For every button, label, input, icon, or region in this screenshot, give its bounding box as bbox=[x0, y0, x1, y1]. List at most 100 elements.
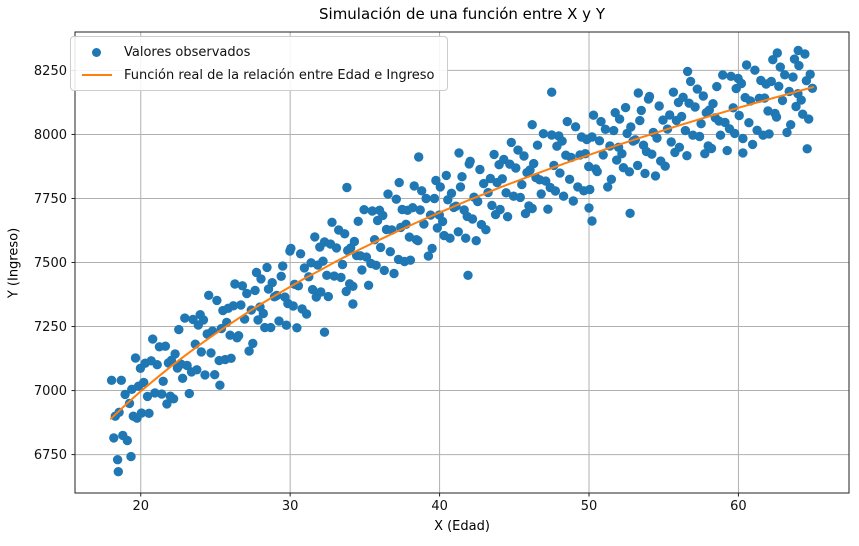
scatter-point bbox=[782, 127, 792, 138]
scatter-point bbox=[481, 225, 491, 235]
scatter-point bbox=[349, 236, 360, 247]
scatter-point bbox=[796, 95, 806, 105]
scatter-point bbox=[278, 261, 288, 271]
scatter-point bbox=[184, 388, 194, 399]
scatter-point bbox=[712, 81, 722, 92]
scatter-point bbox=[529, 158, 539, 169]
scatter-point bbox=[414, 152, 424, 162]
scatter-point bbox=[617, 149, 627, 159]
scatter-point bbox=[612, 155, 622, 165]
scatter-point bbox=[432, 223, 442, 233]
legend-item-observed: Valores observados bbox=[80, 42, 435, 62]
scatter-point bbox=[250, 285, 260, 296]
scatter-point bbox=[417, 186, 427, 196]
scatter-point bbox=[632, 160, 643, 171]
scatter-point bbox=[180, 313, 190, 323]
scatter-point bbox=[665, 110, 675, 120]
scatter-point bbox=[427, 243, 437, 254]
scatter-point bbox=[454, 148, 464, 158]
scatter-point bbox=[310, 232, 320, 242]
scatter-point bbox=[614, 114, 625, 124]
scatter-point bbox=[700, 149, 710, 159]
scatter-point bbox=[408, 203, 418, 213]
scatter-point bbox=[497, 174, 507, 184]
scatter-point bbox=[736, 78, 747, 89]
scatter-point bbox=[429, 193, 440, 204]
scatter-point bbox=[585, 184, 595, 195]
scatter-point bbox=[158, 376, 168, 386]
scatter-point bbox=[348, 281, 358, 291]
scatter-point bbox=[734, 110, 744, 121]
scatter-point bbox=[788, 72, 798, 82]
scatter-point bbox=[596, 116, 606, 127]
scatter-point bbox=[750, 65, 760, 75]
scatter-point bbox=[126, 451, 136, 462]
scatter-point bbox=[547, 87, 557, 97]
scatter-point bbox=[654, 101, 664, 111]
scatter-point bbox=[744, 118, 754, 128]
scatter-point bbox=[625, 208, 635, 218]
y-tick-label: 8000 bbox=[34, 128, 67, 143]
scatter-point bbox=[802, 144, 812, 154]
scatter-point bbox=[244, 346, 254, 356]
scatter-point bbox=[342, 182, 352, 193]
scatter-point bbox=[747, 139, 758, 150]
scatter-point bbox=[520, 208, 531, 219]
scatter-point bbox=[506, 137, 516, 148]
scatter-point bbox=[722, 145, 732, 156]
scatter-point bbox=[157, 389, 167, 399]
scatter-point bbox=[242, 288, 252, 299]
scatter-point bbox=[793, 45, 803, 56]
function-line bbox=[109, 86, 815, 420]
scatter-point bbox=[226, 353, 236, 363]
scatter-point bbox=[258, 308, 268, 319]
scatter-point bbox=[113, 467, 124, 477]
scatter-point bbox=[409, 181, 419, 191]
scatter-point bbox=[584, 203, 594, 213]
y-tick-label: 7750 bbox=[34, 192, 67, 207]
scatter-point bbox=[487, 200, 497, 211]
scatter-point bbox=[489, 149, 499, 160]
scatter-point bbox=[437, 216, 448, 227]
scatter-point bbox=[475, 164, 485, 175]
chart-title: Simulación de una función entre X y Y bbox=[319, 5, 605, 23]
scatter-point bbox=[348, 299, 358, 309]
scatter-point bbox=[124, 398, 135, 409]
scatter-point bbox=[385, 247, 395, 257]
scatter-point bbox=[658, 115, 668, 125]
scatter-point bbox=[598, 150, 608, 160]
scatter-point bbox=[777, 95, 788, 106]
scatter-point bbox=[453, 227, 463, 237]
scatter-point bbox=[228, 301, 239, 311]
scatter-point bbox=[660, 161, 670, 171]
y-tick-label: 8250 bbox=[34, 64, 67, 79]
scatter-point bbox=[322, 270, 332, 280]
line-marker-icon bbox=[80, 73, 113, 77]
scatter-point bbox=[515, 192, 525, 203]
scatter-point bbox=[336, 272, 346, 283]
scatter-point bbox=[353, 216, 363, 226]
scatter-point bbox=[371, 260, 381, 270]
scatter-point bbox=[256, 274, 266, 284]
scatter-point bbox=[419, 219, 429, 229]
scatter-point bbox=[603, 182, 613, 192]
scatter-point bbox=[160, 341, 171, 351]
x-tick-label: 40 bbox=[431, 499, 448, 514]
scatter-point bbox=[106, 375, 117, 385]
scatter-point bbox=[461, 233, 471, 243]
scatter-point bbox=[378, 210, 388, 221]
y-tick-label: 7250 bbox=[34, 320, 67, 335]
scatter-point bbox=[413, 236, 423, 246]
scatter-point bbox=[237, 281, 248, 291]
scatter-point bbox=[741, 60, 752, 70]
scatter-point bbox=[698, 91, 708, 101]
scatter-point bbox=[715, 130, 726, 140]
scatter-point bbox=[206, 348, 216, 358]
scatter-point bbox=[609, 125, 619, 136]
scatter-point bbox=[120, 389, 130, 400]
scatter-point bbox=[130, 353, 141, 363]
scatter-point bbox=[192, 365, 202, 375]
scatter-point bbox=[791, 101, 801, 112]
scatter-point bbox=[210, 370, 220, 380]
scatter-point bbox=[331, 243, 342, 253]
